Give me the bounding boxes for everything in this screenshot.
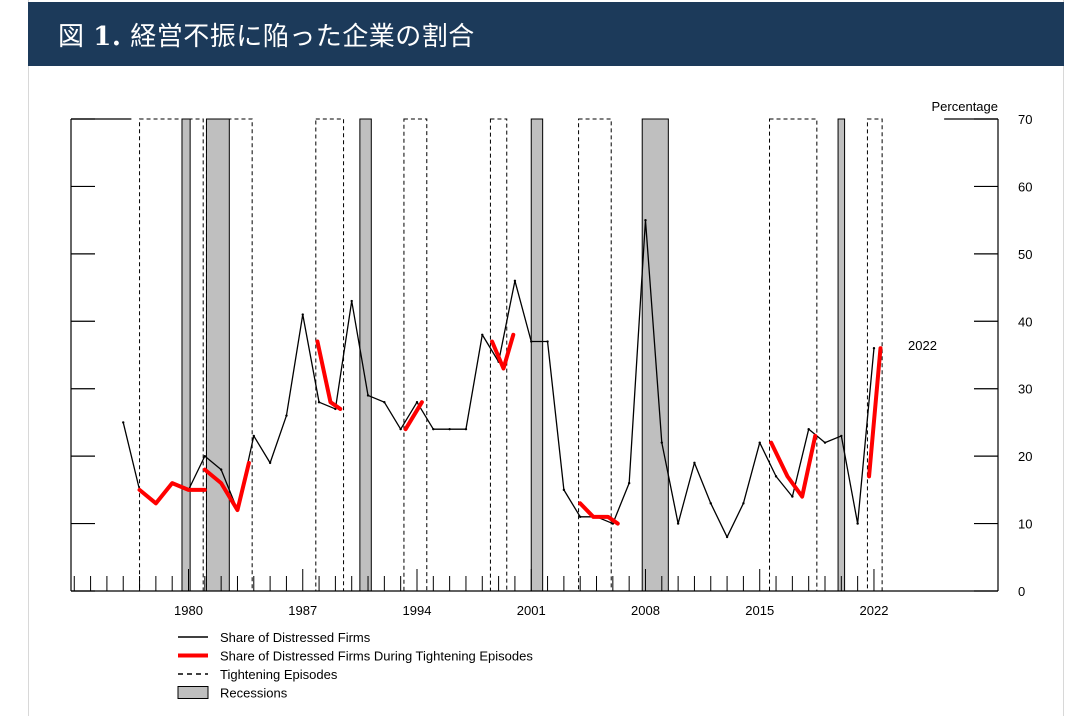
- distressed-firms-point: [432, 427, 435, 431]
- y-tick-label: 60: [1018, 179, 1032, 194]
- distressed-firms-point: [627, 481, 631, 485]
- distressed-firms-point: [578, 515, 582, 519]
- distressed-firms-point: [415, 401, 419, 404]
- tightening-segment-line: [769, 433, 818, 499]
- distressed-firms-point: [660, 441, 663, 444]
- distressed-firms-point: [464, 427, 468, 431]
- recession-bar: [530, 118, 544, 592]
- tightening-segment-line: [403, 400, 424, 432]
- y-tick-label: 70: [1018, 112, 1032, 127]
- distressed-firms-point: [285, 414, 288, 417]
- tightening-episode-box: [769, 118, 818, 592]
- distressed-firms-point: [350, 299, 353, 303]
- tightening-episode-box: [403, 118, 428, 592]
- distressed-firms-point: [252, 434, 255, 438]
- distressed-firms-point: [742, 502, 745, 505]
- figure-title-text: 経営不振に陥った企業の割合: [130, 21, 475, 52]
- y-tick-label: 40: [1018, 314, 1032, 329]
- end-year-label: 2022: [908, 338, 937, 353]
- x-tick-label: 2001: [517, 603, 546, 618]
- distressed-firms-point: [840, 434, 843, 438]
- x-tick-label: 1987: [288, 603, 317, 618]
- tightening-segment-line: [578, 501, 620, 526]
- legend-label: Share of Distressed Firms During Tighten…: [220, 649, 533, 664]
- title-bar: 図 1. 経営不振に陥った企業の割合: [28, 2, 1064, 66]
- y-tick-label: 30: [1018, 382, 1032, 397]
- y-tick-label: 0: [1018, 584, 1025, 599]
- figure-frame: [28, 0, 1064, 716]
- legend-swatch-grey-box: [177, 686, 209, 699]
- distressed-firms-point: [203, 454, 207, 458]
- x-tick-label: 1980: [174, 603, 203, 618]
- x-tick-label: 2008: [631, 603, 660, 618]
- x-tick-label: 2022: [860, 603, 889, 618]
- distressed-firms-point: [530, 340, 533, 343]
- tightening-segment-line: [202, 460, 251, 513]
- distressed-firms-point: [725, 535, 729, 539]
- distressed-firms-point: [644, 218, 647, 222]
- distressed-firms-point: [219, 468, 223, 471]
- tightening-segment-line: [867, 346, 883, 479]
- distressed-firms-point: [709, 502, 712, 505]
- tightening-episode-box: [866, 118, 883, 592]
- distressed-firms-point: [823, 441, 827, 444]
- distressed-firms-point: [513, 279, 517, 283]
- x-tick-label: 1994: [403, 603, 432, 618]
- distressed-firms-point: [791, 495, 794, 498]
- distressed-firms-point: [122, 421, 125, 424]
- y-tick-label: 20: [1018, 449, 1032, 464]
- legend-label: Tightening Episodes: [220, 667, 338, 682]
- tightening-episode-box: [139, 118, 204, 592]
- distressed-firms-line: [122, 219, 875, 538]
- tightening-segment-line: [137, 481, 207, 506]
- y-axis-title: Percentage: [932, 99, 999, 114]
- tightening-segment-line: [315, 339, 343, 411]
- distressed-firms-point: [676, 522, 680, 525]
- legend-label: Share of Distressed Firms: [220, 630, 371, 645]
- figure-number: 1.: [93, 21, 122, 52]
- tightening-segment-line: [490, 332, 516, 371]
- distressed-firms-point: [481, 333, 484, 336]
- y-tick-label: 50: [1018, 247, 1032, 262]
- distressed-firms-point: [774, 475, 778, 478]
- distressed-firms-point: [366, 394, 370, 397]
- distressed-firms-point: [807, 427, 810, 431]
- distressed-firms-point: [758, 441, 761, 444]
- y-tick-label: 10: [1018, 517, 1032, 532]
- distressed-firms-point: [301, 313, 304, 316]
- distressed-firms-point: [399, 427, 402, 431]
- distressed-firms-point: [383, 401, 386, 404]
- distressed-firms-point: [448, 427, 451, 431]
- distressed-firms-point: [546, 340, 549, 343]
- distressed-firms-point: [856, 522, 859, 525]
- distressed-firms-point: [317, 401, 321, 404]
- x-tick-label: 2015: [745, 603, 774, 618]
- distressed-firms-point: [268, 461, 272, 465]
- recession-bar: [837, 118, 846, 592]
- figure-label: 図: [58, 21, 85, 52]
- figure-title: 図 1. 経営不振に陥った企業の割合: [28, 16, 475, 53]
- recession-bar: [181, 118, 191, 592]
- distressed-firms-point: [693, 461, 696, 465]
- legend-label: Recessions: [220, 686, 288, 701]
- distressed-firms-point: [872, 347, 876, 350]
- distressed-firms-point: [562, 488, 566, 492]
- recession-bar: [205, 118, 230, 592]
